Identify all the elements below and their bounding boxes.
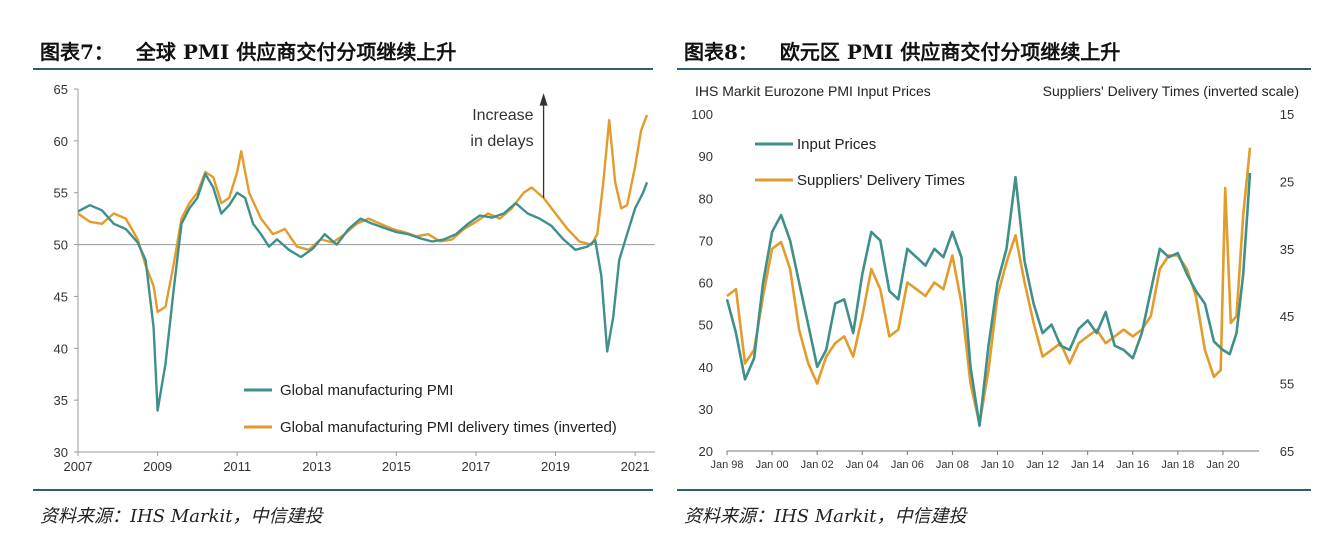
figure-8-title-text: 欧元区 PMI 供应商交付分项继续上升: [779, 40, 1121, 64]
x-tick-label: 2019: [541, 459, 570, 474]
legend-label: Suppliers' Delivery Times: [797, 172, 965, 189]
y-tick-label: 50: [699, 318, 713, 333]
figure-7-top-rule: [33, 68, 653, 70]
y-tick-label: 60: [699, 276, 713, 291]
y-tick-label: 20: [699, 444, 713, 459]
x-tick-label: 2009: [143, 459, 172, 474]
x-tick-label: 2013: [302, 459, 331, 474]
y-tick-label: 40: [699, 360, 713, 375]
right-axis-header: Suppliers' Delivery Times (inverted scal…: [1043, 83, 1299, 99]
legend-label: Global manufacturing PMI delivery times …: [280, 419, 617, 436]
x-tick-label: Jan 10: [981, 459, 1014, 471]
x-tick-label: Jan 02: [801, 459, 834, 471]
y-tick-label: 65: [54, 82, 68, 97]
x-tick-label: Jan 14: [1071, 459, 1104, 471]
eurozone-pmi-chart: IHS Markit Eurozone PMI Input Prices Supp…: [691, 83, 1299, 471]
y2-tick-label: 35: [1280, 242, 1294, 257]
annotation-line-1: Increase: [472, 107, 533, 124]
y-tick-label: 40: [54, 341, 68, 356]
series-line: [77, 114, 649, 314]
y2-tick-label: 55: [1280, 377, 1294, 392]
x-tick-label: Jan 20: [1206, 459, 1239, 471]
annotation-arrowhead: [539, 93, 548, 106]
y2-tick-label: 45: [1280, 309, 1294, 324]
x-tick-label: Jan 12: [1026, 459, 1059, 471]
series-line: [77, 172, 649, 412]
x-tick-label: Jan 16: [1116, 459, 1149, 471]
x-tick-label: 2011: [223, 459, 251, 474]
x-tick-label: Jan 18: [1161, 459, 1194, 471]
series-line-delivery-times: [726, 147, 1252, 426]
figure-7-title-text: 全球 PMI 供应商交付分项继续上升: [135, 40, 457, 64]
x-tick-label: 2015: [382, 459, 411, 474]
y-tick-label: 30: [699, 402, 713, 417]
y-tick-label: 60: [54, 134, 68, 149]
x-tick-label: Jan 04: [846, 459, 879, 471]
y2-tick-label: 65: [1280, 444, 1294, 459]
x-tick-label: 2017: [461, 459, 490, 474]
figure-8-label: 图表8：: [684, 40, 758, 64]
y-tick-label: 30: [54, 445, 68, 460]
figure-8-panel: 图表8： 欧元区 PMI 供应商交付分项继续上升 IHS Markit Euroz…: [667, 0, 1333, 548]
figure-8-top-rule: [677, 68, 1311, 70]
figure-7-panel: 图表7： 全球 PMI 供应商交付分项继续上升 30 35 40 45 50 55 60 65 2…: [0, 0, 665, 548]
x-tick-label: Jan 00: [756, 459, 789, 471]
series-line-input-prices: [725, 172, 1252, 428]
y-tick-label: 50: [54, 238, 68, 253]
annotation-line-2: in delays: [470, 133, 533, 150]
y-tick-label: 90: [699, 149, 713, 164]
figure-7-source: 资料来源：IHS Markit，中信建投: [40, 506, 323, 527]
legend-label: Input Prices: [797, 136, 876, 153]
x-tick-label: Jan 06: [891, 459, 924, 471]
x-tick-label: 2021: [621, 459, 650, 474]
x-tick-label: Jan 08: [936, 459, 969, 471]
figure-7-title: 图表7： 全球 PMI 供应商交付分项继续上升: [40, 36, 456, 65]
figure-8-source: 资料来源：IHS Markit，中信建投: [684, 506, 967, 527]
figure-8-title: 图表8： 欧元区 PMI 供应商交付分项继续上升: [684, 36, 1120, 65]
figure-7-label: 图表7：: [40, 40, 114, 64]
legend-label: Global manufacturing PMI: [280, 382, 453, 399]
y-tick-label: 80: [699, 191, 713, 206]
figure-8-bottom-rule: [677, 489, 1311, 491]
y2-tick-label: 15: [1280, 107, 1294, 122]
y2-tick-label: 25: [1280, 174, 1294, 189]
y-tick-label: 45: [54, 289, 68, 304]
x-tick-label: 2007: [64, 459, 93, 474]
y-tick-label: 55: [54, 186, 68, 201]
y-tick-label: 70: [699, 233, 713, 248]
y-tick-label: 35: [54, 393, 68, 408]
x-tick-label: Jan 98: [710, 459, 743, 471]
global-pmi-chart: 30 35 40 45 50 55 60 65 2007 2009 2011 2013 2015 2017…: [54, 82, 655, 474]
y-tick-label: 100: [691, 107, 713, 122]
figure-7-bottom-rule: [33, 489, 653, 491]
left-axis-header: IHS Markit Eurozone PMI Input Prices: [695, 83, 931, 99]
